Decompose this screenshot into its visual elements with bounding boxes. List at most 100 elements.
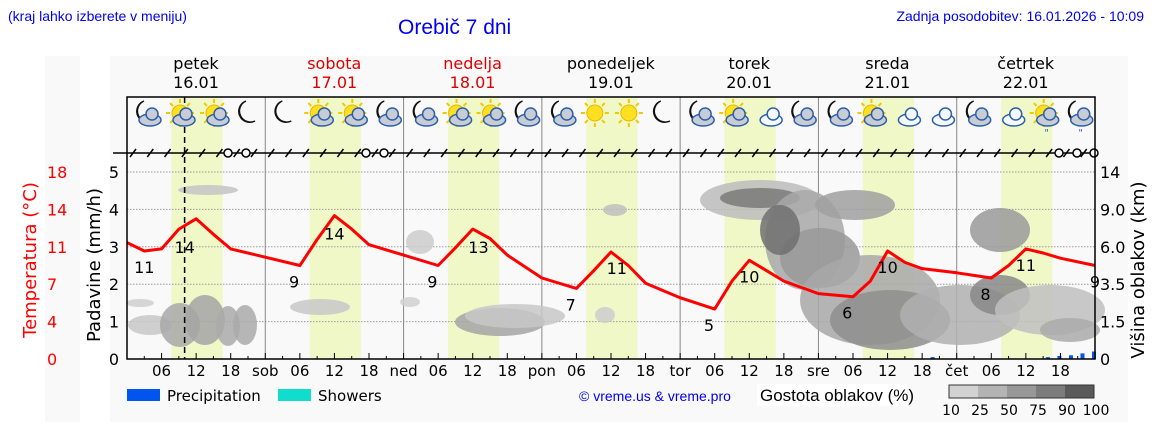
credit-link[interactable]: © vreme.us & vreme.pro [579,388,731,404]
day-name: petek [173,54,219,73]
sun-ray [635,102,640,107]
sun-ray [462,102,468,107]
cloud-density-title-bg [757,384,907,406]
wind-calm-icon [223,148,233,158]
showers-swatch [278,389,311,401]
wind-barb [578,148,587,158]
sun-cloud-icon [857,99,888,127]
day-name: nedelja [443,54,502,73]
precipitation-legend-label: Precipitation [167,387,261,405]
wind-barb [250,148,258,158]
moon-cloud-icon [965,100,992,127]
x-tick-label: 18 [913,362,932,380]
sun-disc [620,104,638,122]
wind-barb [129,148,137,158]
sun-ray [307,102,312,107]
day-header-0: petek 16.01 [127,54,265,92]
density-tick-label: 50 [1000,403,1018,419]
temperature-tick-label: 7 [47,275,57,294]
sun-ray [739,102,744,107]
wind-barb [302,148,310,158]
cloud-cover-blob [185,295,225,345]
wind-barb [544,148,552,158]
cloud-puff [421,107,436,121]
wind-barb [1080,148,1088,158]
page-title: Orebič 7 dni [398,16,512,39]
wind-barb [924,148,932,158]
cloud-puff [974,107,989,121]
wind-barb [284,148,293,158]
day-name: sobota [307,54,362,73]
cloud-puff [938,107,953,121]
cloud-puff [455,107,470,121]
sun-icon [580,99,609,127]
wind-barb [734,148,742,158]
sun-cloud-rain-icon: " [1029,99,1060,139]
wind-barb [768,148,777,158]
wind-barb [215,148,224,158]
wind-barb [319,148,327,158]
wind-barb [233,148,241,158]
precipitation-swatch [127,389,160,401]
temperature-tick-label: 0 [47,350,57,369]
cloud-height-tick-label: 9.0 [1100,200,1125,219]
cloud-puff [351,107,366,121]
sun-ray [635,119,640,124]
day-header-4: torek 20.01 [680,54,818,92]
moon-cloud-icon [376,100,403,127]
temperature-label: 14 [324,225,344,244]
wind-barb [146,148,154,158]
wind-barb [336,148,345,158]
wind-barb [1010,148,1019,158]
temperature-label: 7 [566,295,576,314]
wind-barb [630,148,638,158]
cloud-puff [523,107,538,121]
precip-tick-label: 1 [109,313,119,332]
sun-ray [584,119,589,124]
sun-ray [358,102,363,107]
wind-barb [596,148,604,158]
wind-barb [423,148,431,158]
precip-tick-label: 5 [109,163,119,182]
density-scale-frame [948,384,1095,399]
wind-barb [751,148,759,158]
wind-calm-icon [379,148,389,158]
wind-barb [1045,148,1053,158]
moon-cloud-icon [827,100,854,127]
x-tick-label: 12 [601,362,620,380]
wind-barb [941,148,950,158]
wind-barb [181,148,189,158]
density-tick-label: 25 [971,403,989,419]
temperature-label: 10 [739,267,759,286]
sun-disc [586,104,604,122]
wind-barb [475,148,483,158]
wind-barb [509,148,517,158]
day-name: torek [728,54,770,73]
day-header-6: četrtek 22.01 [957,54,1095,92]
x-tick-label: sob [252,362,279,380]
wind-barb [405,148,414,158]
wind-barb [717,148,725,158]
x-tick-label: 18 [359,362,378,380]
temperature-tick-label: 4 [47,313,57,332]
moon-crescent [652,100,671,123]
density-swatch [978,385,1007,398]
precipitation-bar [1045,357,1050,359]
wind-barb [198,148,206,158]
sun-cloud-icon [476,99,507,127]
cloud-cover-blob [126,299,154,307]
cloud-puff [1042,107,1057,121]
cloud-puff [489,107,504,121]
sun-ray [203,102,208,107]
sun-ray [618,119,623,124]
sun-icon [614,99,643,127]
cloud-puff [732,107,746,121]
temperature-tick-label: 18 [47,163,67,182]
sun-ray [341,102,346,107]
precip-tick-label: 0 [109,350,119,369]
cloud-puff [1008,107,1023,121]
precipitation-bar [1080,353,1085,359]
temperature-tick-label: 11 [47,238,67,257]
temperature-label: 9 [427,273,437,292]
